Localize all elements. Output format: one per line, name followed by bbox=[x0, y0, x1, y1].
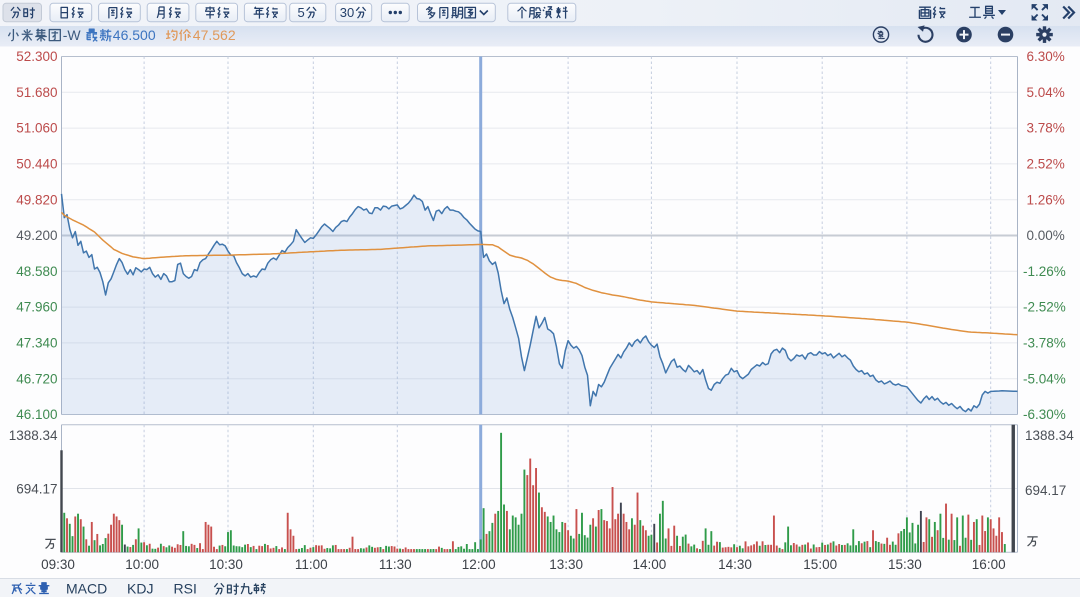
svg-text:13:30: 13:30 bbox=[549, 557, 583, 572]
svg-text:16:00: 16:00 bbox=[972, 557, 1006, 572]
svg-text:-3.78%: -3.78% bbox=[1023, 336, 1066, 351]
svg-text:46.720: 46.720 bbox=[16, 371, 57, 386]
svg-text:09:30: 09:30 bbox=[41, 557, 75, 572]
svg-text:52.300: 52.300 bbox=[16, 49, 57, 64]
svg-text:46.100: 46.100 bbox=[16, 407, 57, 422]
svg-text:694.17: 694.17 bbox=[1025, 483, 1066, 498]
svg-text:5: 5 bbox=[298, 5, 305, 20]
svg-text:12:00: 12:00 bbox=[462, 557, 496, 572]
svg-text:3.78%: 3.78% bbox=[1027, 121, 1065, 136]
svg-text:11:30: 11:30 bbox=[379, 557, 412, 572]
svg-text:46.500: 46.500 bbox=[113, 27, 156, 43]
svg-text:48.580: 48.580 bbox=[16, 264, 57, 279]
svg-text:KDJ: KDJ bbox=[127, 581, 153, 597]
svg-text:2.52%: 2.52% bbox=[1027, 157, 1065, 172]
svg-text:694.17: 694.17 bbox=[16, 482, 57, 497]
svg-text:-5.04%: -5.04% bbox=[1023, 371, 1066, 386]
svg-text:51.680: 51.680 bbox=[16, 85, 57, 100]
svg-text:47.340: 47.340 bbox=[16, 336, 57, 351]
svg-text:15:30: 15:30 bbox=[888, 557, 922, 572]
svg-text:1388.34: 1388.34 bbox=[1025, 428, 1074, 443]
svg-text:0.00%: 0.00% bbox=[1027, 228, 1065, 243]
svg-text:6.30%: 6.30% bbox=[1027, 49, 1065, 64]
svg-text:51.060: 51.060 bbox=[16, 121, 57, 136]
svg-text:14:00: 14:00 bbox=[633, 557, 667, 572]
svg-text:47.960: 47.960 bbox=[16, 300, 57, 315]
svg-text:15:00: 15:00 bbox=[803, 557, 837, 572]
svg-text:10:00: 10:00 bbox=[125, 557, 159, 572]
svg-text:14:30: 14:30 bbox=[718, 557, 752, 572]
svg-text:50.440: 50.440 bbox=[16, 157, 57, 172]
svg-text:-2.52%: -2.52% bbox=[1023, 300, 1066, 315]
svg-text:MACD: MACD bbox=[66, 581, 107, 597]
svg-text:11:00: 11:00 bbox=[295, 557, 328, 572]
svg-text:1.26%: 1.26% bbox=[1027, 192, 1065, 207]
svg-text:49.200: 49.200 bbox=[16, 228, 57, 243]
svg-text:49.820: 49.820 bbox=[16, 192, 57, 207]
svg-text:RSI: RSI bbox=[174, 581, 197, 597]
svg-text:-W: -W bbox=[63, 27, 82, 43]
svg-text:10:30: 10:30 bbox=[209, 557, 243, 572]
svg-text:30: 30 bbox=[340, 5, 354, 20]
svg-text:-1.26%: -1.26% bbox=[1023, 264, 1066, 279]
svg-text:-6.30%: -6.30% bbox=[1023, 407, 1066, 422]
svg-text:5.04%: 5.04% bbox=[1027, 85, 1065, 100]
svg-text:1388.34: 1388.34 bbox=[9, 428, 58, 443]
svg-text:47.562: 47.562 bbox=[193, 27, 236, 43]
